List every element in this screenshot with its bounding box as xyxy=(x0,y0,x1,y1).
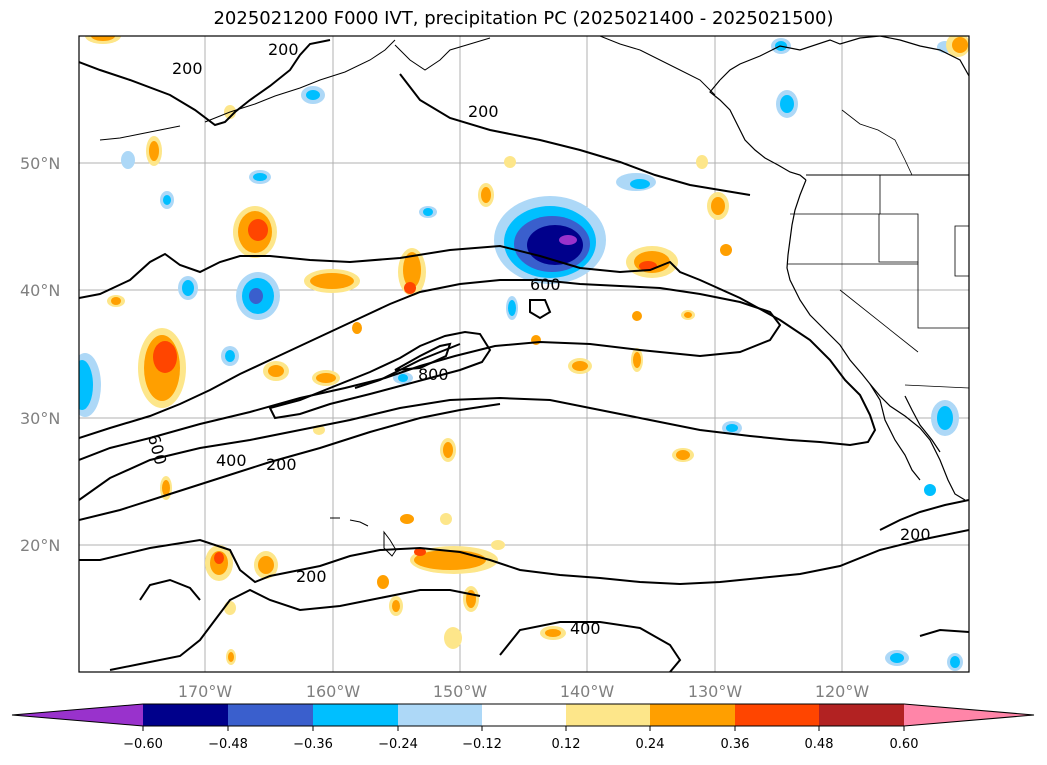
contour-800 xyxy=(394,342,452,371)
contour-label: 200 xyxy=(296,567,327,586)
lon-tick-label: 120°W xyxy=(815,682,870,701)
contour-400-band xyxy=(79,279,782,461)
map-title: 2025021200 F000 IVT, precipitation PC (2… xyxy=(213,8,834,29)
precip-anomaly-fill xyxy=(79,36,969,671)
contour-200-upper xyxy=(399,73,751,196)
contour-200-lower-edge xyxy=(79,403,501,521)
contour-600-inner xyxy=(268,330,492,420)
colorbar-segment xyxy=(228,704,313,726)
nv-border xyxy=(917,262,969,329)
idaho-border xyxy=(878,175,919,263)
lon-tick-label: 160°W xyxy=(306,682,361,701)
colorbar-tick-label: −0.60 xyxy=(123,737,163,752)
map-frame xyxy=(78,35,970,673)
contour-label: 400 xyxy=(216,451,247,470)
canada-coast xyxy=(709,79,807,181)
contour-label: 200 xyxy=(900,525,931,544)
lon-tick-label: 130°W xyxy=(688,682,743,701)
contour-label: 800 xyxy=(418,365,449,384)
lon-tick-label: 170°W xyxy=(178,682,233,701)
colorbar-ticks xyxy=(142,726,905,731)
colorbar-tick-label: 0.12 xyxy=(552,737,581,752)
colorbar-tick-label: −0.12 xyxy=(462,737,502,752)
ivt-contours xyxy=(79,39,969,672)
contour-label: 200 xyxy=(172,59,203,78)
contour-600-label-line xyxy=(354,343,461,389)
baja-east xyxy=(904,395,941,453)
contour-200-north xyxy=(79,39,331,127)
colorbar-tick-label: −0.36 xyxy=(293,737,333,752)
colorbar-tick-label: 0.60 xyxy=(890,737,919,752)
lon-tick-labels: 170°W 160°W 150°W 140°W 130°W 120°W xyxy=(178,682,870,701)
colorbar-segment xyxy=(143,704,228,726)
us-mexico-coast xyxy=(786,179,966,501)
lat-tick-label: 50°N xyxy=(20,154,60,173)
colorbar-tick-label: 0.48 xyxy=(805,737,834,752)
contour-label: 600 xyxy=(530,275,561,294)
us-mexico-border xyxy=(904,384,969,389)
lat-tick-labels: 50°N 40°N 30°N 20°N xyxy=(20,154,60,555)
colorbar-segment xyxy=(650,704,735,726)
colorbar-tick-label: 0.36 xyxy=(721,737,750,752)
lat-tick-label: 30°N xyxy=(20,409,60,428)
colorbar-extend-high xyxy=(904,704,1034,726)
lon-tick-label: 140°W xyxy=(560,682,615,701)
colorbar-segment xyxy=(566,704,650,726)
colorbar-tick-label: −0.24 xyxy=(378,737,418,752)
map-content: 200 200 200 600 800 600 400 200 200 400 … xyxy=(79,36,969,672)
colorbar-tick-label: −0.48 xyxy=(208,737,248,752)
lat-tick-label: 40°N xyxy=(20,281,60,300)
contour-label: 400 xyxy=(570,619,601,638)
colorbar: −0.60 −0.48 −0.36 −0.24 −0.12 0.12 0.24 … xyxy=(11,703,1035,752)
neg-blob-core xyxy=(559,235,577,245)
lat-tick-label: 20°N xyxy=(20,536,60,555)
colorbar-tick-label: 0.24 xyxy=(636,737,665,752)
contour-label: 200 xyxy=(268,40,299,59)
ca-nv-diag xyxy=(839,289,919,353)
colorbar-extend-low xyxy=(12,704,143,726)
baja-west xyxy=(869,383,921,481)
colorbar-segment xyxy=(482,704,566,726)
contour-label: 200 xyxy=(468,102,499,121)
contour-label: 200 xyxy=(266,455,297,474)
neg-blob-3 xyxy=(527,225,583,265)
contour-400-south xyxy=(499,621,682,672)
contour-200-south xyxy=(79,529,969,586)
contour-200-band-outer xyxy=(79,244,877,501)
bc-alaska-border xyxy=(841,109,913,176)
colorbar-segment xyxy=(735,704,819,726)
colorbar-segment xyxy=(398,704,482,726)
contour-small-loop xyxy=(529,299,552,320)
lon-tick-label: 150°W xyxy=(433,682,488,701)
colorbar-segment xyxy=(819,704,904,726)
colorbar-segment xyxy=(313,704,398,726)
alaska-coast-east xyxy=(879,36,969,77)
coastlines xyxy=(99,36,969,557)
colorbar-tick-labels: −0.60 −0.48 −0.36 −0.24 −0.12 0.12 0.24 … xyxy=(123,737,918,752)
